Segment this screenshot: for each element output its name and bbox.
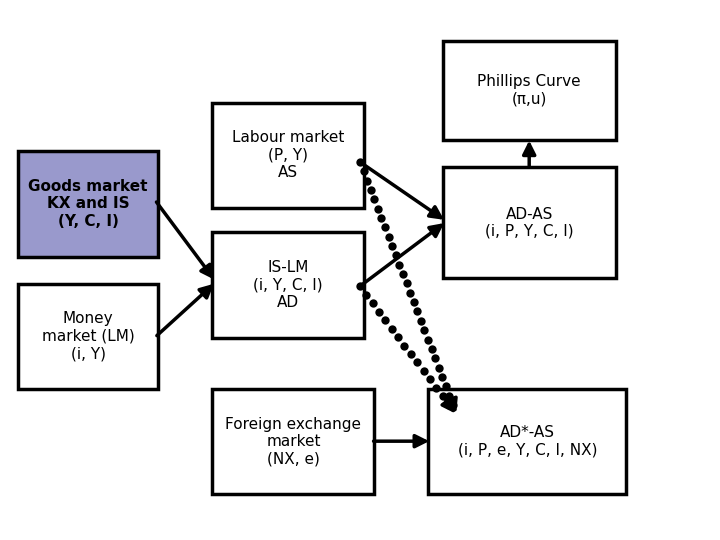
Text: Foreign exchange
market
(NX, e): Foreign exchange market (NX, e) [225, 416, 361, 467]
FancyBboxPatch shape [212, 389, 374, 494]
Text: AD*-AS
(i, P, e, Y, C, I, NX): AD*-AS (i, P, e, Y, C, I, NX) [458, 426, 597, 458]
FancyBboxPatch shape [428, 389, 626, 494]
FancyBboxPatch shape [18, 151, 158, 256]
Text: IS-LM
(i, Y, C, I)
AD: IS-LM (i, Y, C, I) AD [253, 260, 323, 310]
FancyBboxPatch shape [443, 167, 616, 278]
FancyBboxPatch shape [443, 40, 616, 140]
FancyBboxPatch shape [18, 284, 158, 389]
FancyBboxPatch shape [212, 232, 364, 338]
Text: Phillips Curve
(π,u): Phillips Curve (π,u) [477, 74, 581, 106]
Text: AD-AS
(i, P, Y, C, I): AD-AS (i, P, Y, C, I) [485, 206, 574, 239]
Text: Goods market
KX and IS
(Y, C, I): Goods market KX and IS (Y, C, I) [29, 179, 148, 229]
Text: Labour market
(P, Y)
AS: Labour market (P, Y) AS [232, 130, 344, 180]
FancyBboxPatch shape [212, 103, 364, 208]
Text: Money
market (LM)
(i, Y): Money market (LM) (i, Y) [42, 311, 135, 361]
